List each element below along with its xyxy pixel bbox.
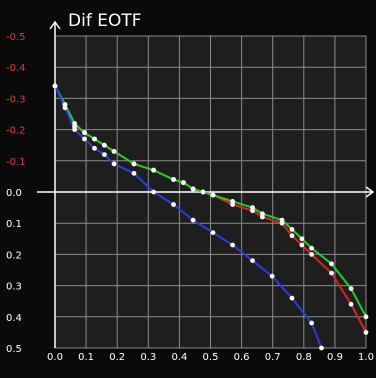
- data-point: [131, 170, 137, 176]
- x-tick-label: 0.1: [78, 352, 94, 363]
- data-point: [309, 320, 314, 326]
- data-point: [72, 121, 77, 126]
- data-point: [82, 130, 87, 136]
- data-point: [111, 161, 117, 167]
- data-point: [309, 245, 314, 251]
- y-tick-labels: -0.5 -0.4 -0.3 -0.2 -0.1 0.0 0.1 0.2 0.3 0.4 0.5: [6, 32, 26, 355]
- data-point: [181, 180, 186, 186]
- x-tick-labels: 0.0 0.1 0.2 0.3 0.4 0.5 0.6 0.7 0.8 0.9 1.0: [47, 352, 374, 363]
- data-point: [151, 167, 157, 173]
- y-tick-label: 0.4: [6, 313, 22, 324]
- series-markers: [52, 83, 369, 351]
- data-point: [92, 145, 97, 151]
- data-point: [329, 270, 334, 276]
- data-point: [363, 330, 369, 335]
- x-tick-label: 0.8: [296, 352, 312, 363]
- x-tick-label: 0.2: [109, 352, 125, 363]
- data-point: [62, 105, 68, 111]
- data-point: [131, 161, 137, 167]
- data-point: [200, 189, 206, 195]
- x-tick-label: 0.0: [47, 352, 63, 363]
- data-point: [171, 202, 176, 207]
- x-tick-label: 0.9: [327, 352, 343, 363]
- data-point: [250, 205, 255, 211]
- data-point: [319, 345, 324, 351]
- data-point: [363, 314, 369, 320]
- data-point: [230, 199, 236, 204]
- y-tick-label: -0.4: [6, 63, 26, 74]
- data-point: [309, 252, 314, 257]
- y-tick-label: -0.1: [6, 157, 26, 168]
- chart-title: Dif EOTF: [68, 11, 142, 31]
- y-tick-label: -0.2: [6, 126, 26, 137]
- data-point: [299, 236, 305, 242]
- data-point: [269, 273, 275, 279]
- data-point: [289, 295, 295, 301]
- y-tick-label: 0.5: [6, 344, 22, 355]
- y-tick-label: 0.3: [6, 282, 22, 293]
- y-axis-arrow: [49, 20, 61, 30]
- y-tick-label: -0.5: [6, 32, 26, 43]
- data-point: [92, 136, 97, 142]
- x-tick-label: 0.6: [234, 352, 250, 363]
- y-tick-label: 0.0: [6, 188, 22, 199]
- data-point: [289, 233, 295, 239]
- data-point: [210, 192, 216, 198]
- data-point: [230, 242, 236, 248]
- data-point: [82, 136, 87, 142]
- y-tick-label: 0.2: [6, 250, 22, 261]
- data-point: [151, 189, 157, 195]
- y-tick-label: 0.1: [6, 219, 22, 230]
- data-point: [102, 152, 107, 158]
- data-point: [329, 261, 334, 267]
- data-point: [260, 211, 265, 217]
- data-point: [348, 286, 354, 292]
- data-point: [190, 186, 196, 192]
- data-point: [72, 127, 77, 132]
- data-point: [348, 301, 354, 307]
- data-point: [299, 242, 305, 248]
- data-point: [279, 217, 285, 223]
- y-tick-label: -0.3: [6, 94, 26, 105]
- data-point: [52, 83, 58, 89]
- x-axis-arrow: [365, 186, 375, 198]
- data-point: [210, 230, 216, 236]
- data-point: [171, 177, 176, 182]
- x-tick-label: 0.7: [265, 352, 281, 363]
- x-tick-label: 1.0: [358, 352, 374, 363]
- data-point: [111, 149, 117, 154]
- x-tick-label: 0.3: [140, 352, 156, 363]
- x-tick-label: 0.5: [203, 352, 219, 363]
- data-point: [190, 217, 196, 223]
- data-point: [289, 227, 295, 232]
- data-point: [102, 142, 107, 148]
- data-point: [250, 258, 255, 263]
- x-tick-label: 0.4: [171, 352, 187, 363]
